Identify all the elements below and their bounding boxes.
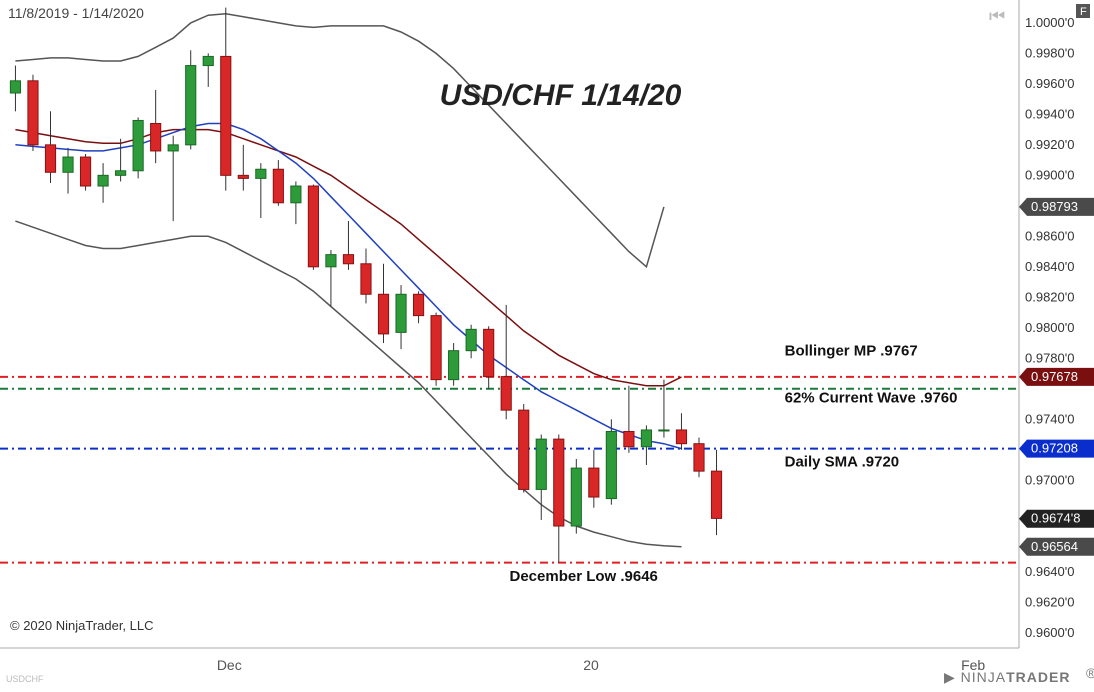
candle-up <box>449 351 459 380</box>
candle-up <box>326 255 336 267</box>
candle-down <box>554 439 564 526</box>
chart-annotation: December Low .9646 <box>510 568 658 585</box>
candle-down <box>378 294 388 334</box>
price-flag-label: 0.98793 <box>1031 199 1078 214</box>
candle-up <box>98 175 108 186</box>
f-badge-label: F <box>1080 6 1087 18</box>
candle-up <box>10 81 20 93</box>
chart-annotation: 62% Current Wave .9760 <box>785 390 958 407</box>
copyright-label: © 2020 NinjaTrader, LLC <box>10 618 154 633</box>
chart-annotation: Daily SMA .9720 <box>785 454 900 471</box>
y-axis-tick-label: 0.9600'0 <box>1025 625 1074 640</box>
candle-down <box>361 264 371 294</box>
symbol-watermark: USDCHF <box>6 674 44 684</box>
y-axis-tick-label: 0.9640'0 <box>1025 564 1074 579</box>
price-flag-label: 0.97678 <box>1031 369 1078 384</box>
candle-down <box>28 81 38 145</box>
y-axis-tick-label: 0.9940'0 <box>1025 106 1074 121</box>
candle-down <box>484 329 494 376</box>
price-flag-label: 0.96564 <box>1031 539 1078 554</box>
candle-up <box>168 145 178 151</box>
rewind-icon[interactable]: ⏮ <box>989 6 1005 26</box>
candle-up <box>571 468 581 526</box>
brand-logo: ▶ NINJATRADER <box>944 669 1070 685</box>
candle-up <box>536 439 546 489</box>
x-axis-tick-label: 20 <box>583 657 599 673</box>
candle-down <box>694 444 704 471</box>
candle-up <box>116 171 126 176</box>
candle-down <box>501 377 511 411</box>
registered-icon: ® <box>1086 665 1094 681</box>
y-axis-tick-label: 0.9740'0 <box>1025 411 1074 426</box>
candle-up <box>466 329 476 350</box>
candle-down <box>273 169 283 203</box>
candle-down <box>413 294 423 315</box>
candle-up <box>641 430 651 447</box>
candle-down <box>80 157 90 186</box>
candle-down <box>676 430 686 444</box>
candle-down <box>624 431 634 446</box>
candle-down <box>221 56 231 175</box>
y-axis-tick-label: 0.9960'0 <box>1025 76 1074 91</box>
candle-down <box>711 471 721 518</box>
y-axis-tick-label: 0.9700'0 <box>1025 472 1074 487</box>
y-axis-tick-label: 0.9800'0 <box>1025 320 1074 335</box>
candle-down <box>519 410 529 489</box>
y-axis-tick-label: 0.9780'0 <box>1025 350 1074 365</box>
y-axis-tick-label: 0.9980'0 <box>1025 45 1074 60</box>
candle-up <box>186 66 196 145</box>
y-axis-tick-label: 0.9840'0 <box>1025 259 1074 274</box>
candle-down <box>431 316 441 380</box>
candle-down <box>151 124 161 151</box>
y-axis-tick-label: 0.9820'0 <box>1025 289 1074 304</box>
price-flag-label: 0.97208 <box>1031 441 1078 456</box>
candle-up <box>63 157 73 172</box>
candle-up <box>659 430 669 431</box>
y-axis-tick-label: 0.9900'0 <box>1025 167 1074 182</box>
candle-down <box>589 468 599 497</box>
y-axis-tick-label: 1.0000'0 <box>1025 15 1074 30</box>
chart-annotation: Bollinger MP .9767 <box>785 342 918 359</box>
candle-down <box>238 175 248 178</box>
candle-up <box>203 56 213 65</box>
candle-up <box>396 294 406 332</box>
y-axis-tick-label: 0.9860'0 <box>1025 228 1074 243</box>
chart-title: USD/CHF 1/14/20 <box>440 79 682 112</box>
candlestick-chart: 1.0000'0 0.9980'0 0.9960'0 0.9940'0 0.9920'0… <box>0 0 1094 692</box>
price-flag-label: 0.9674'8 <box>1031 511 1080 526</box>
candle-up <box>133 120 143 170</box>
chart-container: 1.0000'0 0.9980'0 0.9960'0 0.9940'0 0.9920'0… <box>0 0 1094 692</box>
candle-down <box>308 186 318 267</box>
y-axis-tick-label: 0.9920'0 <box>1025 137 1074 152</box>
candle-down <box>45 145 55 172</box>
y-axis-tick-label: 0.9620'0 <box>1025 594 1074 609</box>
candle-up <box>606 431 616 498</box>
candle-up <box>291 186 301 203</box>
candle-down <box>343 255 353 264</box>
date-range-label: 11/8/2019 - 1/14/2020 <box>8 5 144 21</box>
candle-up <box>256 169 266 178</box>
x-axis-tick-label: Dec <box>217 657 242 673</box>
